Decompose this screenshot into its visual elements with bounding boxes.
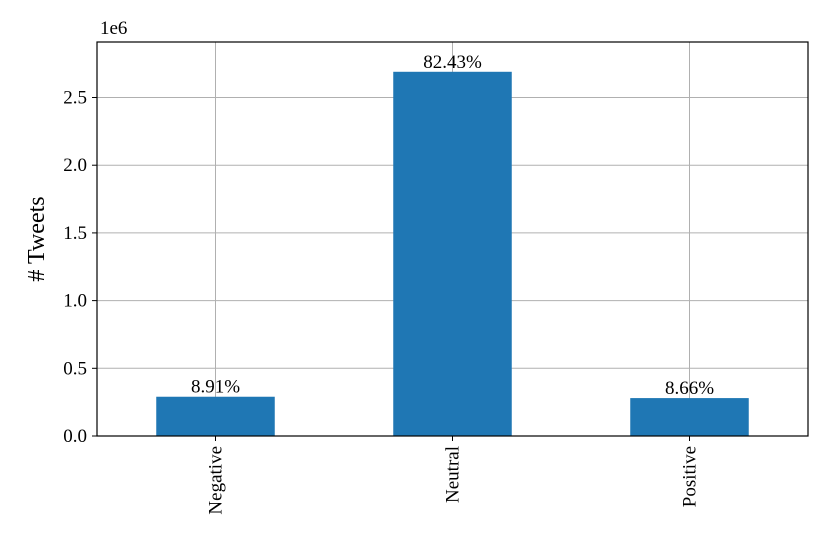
bar-annotation: 82.43% xyxy=(423,52,482,73)
x-tick-label: Negative xyxy=(206,446,227,515)
y-tick-label: 0.0 xyxy=(63,426,87,447)
y-tick-label: 1.0 xyxy=(63,291,87,312)
plot-frame xyxy=(96,41,809,437)
x-tick-label: Neutral xyxy=(443,446,464,503)
y-tick-label: 2.0 xyxy=(63,155,87,176)
y-tick-label: 2.5 xyxy=(63,88,87,109)
y-tick-label: 1.5 xyxy=(63,223,87,244)
x-tick-label: Positive xyxy=(680,446,701,507)
bar-annotation: 8.91% xyxy=(191,377,240,398)
bar xyxy=(630,398,749,436)
bar xyxy=(393,71,512,437)
bar xyxy=(156,396,275,436)
y-offset-label: 1e6 xyxy=(100,18,127,39)
y-tick-label: 0.5 xyxy=(63,358,87,379)
y-axis-label: # Tweets xyxy=(24,196,50,281)
bar-annotation: 8.66% xyxy=(665,378,714,399)
